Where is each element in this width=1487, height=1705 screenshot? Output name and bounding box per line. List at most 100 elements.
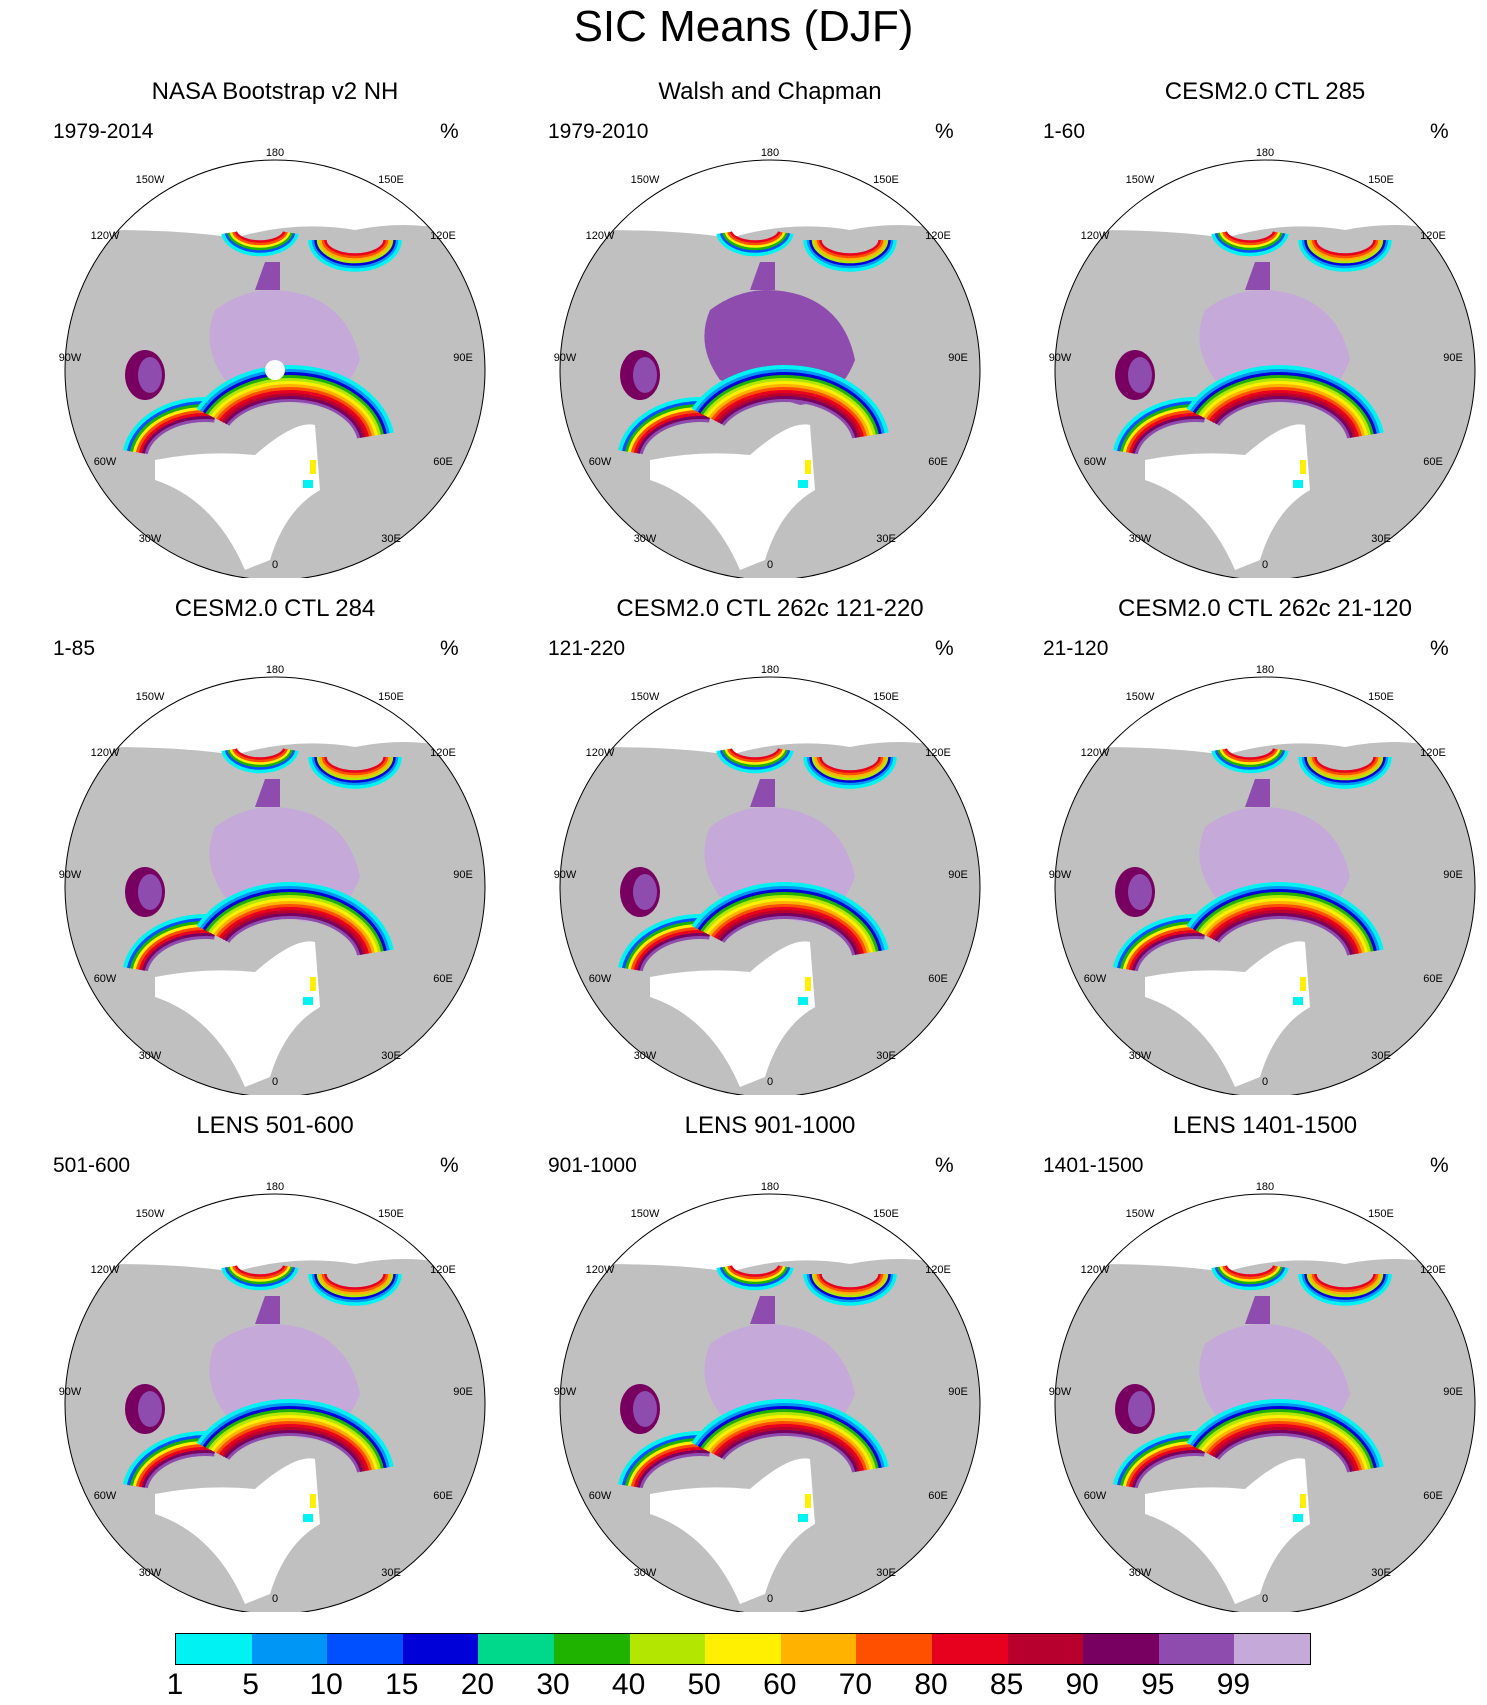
longitude-label: 60W: [1084, 973, 1107, 985]
longitude-label: 180: [1256, 147, 1274, 159]
colorbar-segment: [402, 1634, 479, 1664]
longitude-label: 60E: [928, 1490, 948, 1502]
panel-title: Walsh and Chapman: [658, 78, 882, 105]
colorbar-label: 1: [166, 1668, 184, 1701]
colorbar-segment: [856, 1634, 932, 1664]
longitude-label: 0: [272, 1076, 278, 1088]
longitude-label: 30E: [381, 1050, 401, 1062]
longitude-label: 30W: [1129, 533, 1152, 545]
longitude-label: 0: [767, 1076, 773, 1088]
colorbar-label: 85: [989, 1668, 1024, 1701]
longitude-label: 30E: [381, 1567, 401, 1579]
longitude-label: 150W: [1126, 691, 1155, 703]
longitude-label: 150W: [136, 174, 165, 186]
longitude-label: 60E: [928, 456, 948, 468]
colorbar-segment: [1083, 1634, 1159, 1664]
panel-units-label: %: [1430, 120, 1449, 143]
colorbar-label: 10: [309, 1668, 343, 1701]
colorbar-label: 15: [385, 1668, 419, 1701]
longitude-label: 90E: [453, 352, 473, 364]
colorbar-segment: [251, 1634, 328, 1664]
longitude-label: 60E: [1423, 973, 1443, 985]
longitude-label: 90W: [1049, 352, 1072, 364]
longitude-label: 150E: [378, 174, 404, 186]
panel-units-label: %: [935, 637, 954, 660]
polar-map: 180 150E 120E 90E 60E 30E 0 30W 60W 90W 120W 150W: [59, 1181, 486, 1612]
longitude-label: 120E: [1420, 230, 1446, 242]
polar-map: 180 150E 120E 90E 60E 30E 0 30W 60W 90W 120W 150W: [554, 1181, 981, 1612]
polar-map: 180 150E 120E 90E 60E 30E 0 30W 60W 90W 120W 150W: [554, 147, 981, 578]
polar-map: 180 150E 120E 90E 60E 30E 0 30W 60W 90W 120W 150W: [59, 664, 486, 1095]
colorbar-segment: [705, 1634, 781, 1664]
map-panel: CESM2.0 CTL 284 1-85% 180 150E 120E 90E 60E 30E…: [45, 595, 505, 1095]
panel-units-label: %: [935, 120, 954, 143]
longitude-label: 90E: [948, 352, 968, 364]
longitude-label: 120W: [1081, 747, 1110, 759]
longitude-label: 120E: [1420, 1264, 1446, 1276]
longitude-label: 90W: [554, 869, 577, 881]
longitude-label: 30W: [1129, 1050, 1152, 1062]
colorbar-segment: [1007, 1634, 1084, 1664]
longitude-label: 60W: [589, 973, 612, 985]
longitude-label: 150W: [631, 1208, 660, 1220]
colorbar: [175, 1633, 1311, 1665]
panel-units-label: %: [440, 1154, 459, 1177]
longitude-label: 0: [1262, 1076, 1268, 1088]
panel-units-label: %: [440, 637, 459, 660]
colorbar-segment: [1234, 1634, 1310, 1664]
figure-title: SIC Means (DJF): [573, 2, 914, 51]
colorbar-label: 30: [536, 1668, 570, 1701]
longitude-label: 60W: [94, 1490, 117, 1502]
longitude-label: 30W: [139, 1050, 162, 1062]
longitude-label: 150W: [1126, 174, 1155, 186]
longitude-label: 150W: [136, 1208, 165, 1220]
longitude-label: 120W: [586, 747, 615, 759]
panel-period-label: 501-600: [53, 1154, 131, 1177]
longitude-label: 90E: [1443, 1386, 1463, 1398]
longitude-label: 30W: [634, 1567, 657, 1579]
longitude-label: 60W: [94, 456, 117, 468]
longitude-label: 0: [767, 1593, 773, 1605]
longitude-label: 120W: [586, 230, 615, 242]
map-panel: LENS 501-600 501-600% 180 150E 120E 90E 60E 30E…: [45, 1112, 505, 1612]
panel-period-label: 901-1000: [548, 1154, 637, 1177]
longitude-label: 90W: [1049, 869, 1072, 881]
longitude-label: 30W: [634, 1050, 657, 1062]
longitude-label: 150E: [1368, 691, 1394, 703]
longitude-label: 90E: [948, 1386, 968, 1398]
longitude-label: 0: [272, 559, 278, 571]
longitude-label: 150E: [378, 1208, 404, 1220]
colorbar-label: 20: [460, 1668, 495, 1701]
longitude-label: 30E: [876, 1567, 896, 1579]
longitude-label: 150E: [873, 691, 899, 703]
longitude-label: 60E: [928, 973, 948, 985]
colorbar-segment: [629, 1634, 706, 1664]
longitude-label: 120W: [586, 1264, 615, 1276]
longitude-label: 90W: [554, 1386, 577, 1398]
longitude-label: 90W: [59, 869, 82, 881]
colorbar-label: 80: [914, 1668, 948, 1701]
longitude-label: 30W: [1129, 1567, 1152, 1579]
longitude-label: 150W: [136, 691, 165, 703]
colorbar-label: 50: [687, 1668, 721, 1701]
longitude-label: 90E: [948, 869, 968, 881]
colorbar-label: 90: [1065, 1668, 1099, 1701]
panel-units-label: %: [440, 120, 459, 143]
polar-map: 180 150E 120E 90E 60E 30E 0 30W 60W 90W 120W 150W: [59, 147, 486, 578]
longitude-label: 150E: [873, 1208, 899, 1220]
longitude-label: 60W: [1084, 1490, 1107, 1502]
longitude-label: 150W: [631, 691, 660, 703]
panel-period-label: 21-120: [1043, 637, 1109, 660]
longitude-label: 120E: [430, 230, 456, 242]
longitude-label: 90W: [1049, 1386, 1072, 1398]
longitude-label: 180: [761, 664, 779, 676]
panel-title: LENS 901-1000: [684, 1112, 856, 1139]
panel-title: CESM2.0 CTL 285: [1164, 78, 1366, 105]
longitude-label: 120W: [91, 747, 120, 759]
panel-title: CESM2.0 CTL 262c 21-120: [1118, 595, 1412, 622]
colorbar-segment: [553, 1634, 630, 1664]
longitude-label: 180: [266, 1181, 284, 1193]
longitude-label: 90E: [453, 869, 473, 881]
longitude-label: 0: [767, 559, 773, 571]
longitude-label: 120E: [430, 1264, 456, 1276]
